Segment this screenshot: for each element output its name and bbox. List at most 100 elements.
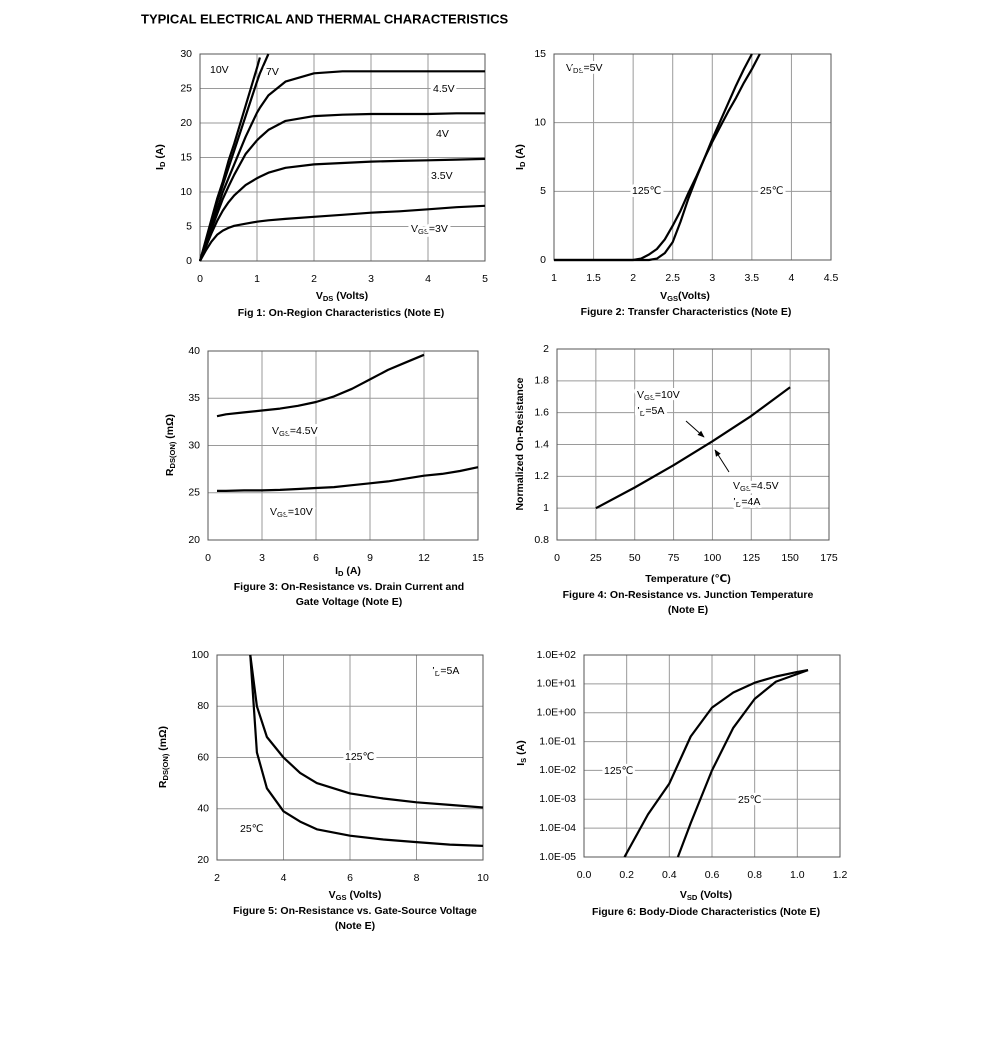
y-tick-label: 1.0E-02 (539, 764, 576, 776)
x-tick-label: 6 (313, 552, 319, 564)
y-tick-label: 20 (180, 117, 192, 129)
y-tick-label: 0.8 (534, 534, 549, 546)
y-axis-title: ID (A) (154, 144, 167, 170)
x-tick-label: 4 (281, 872, 287, 884)
text-part: 125℃ (604, 765, 633, 777)
text-part: 25℃ (240, 823, 263, 835)
y-tick-label: 5 (540, 185, 546, 197)
series-label: 25℃ (738, 794, 761, 806)
annotation: VGS=10V (637, 389, 680, 402)
caption: (Note E) (668, 604, 708, 616)
x-tick-label: 2 (214, 872, 220, 884)
y-tick-label: 30 (180, 48, 192, 60)
subscript: GS (740, 484, 751, 493)
text-part: V (270, 506, 277, 518)
text-part: I (514, 167, 526, 170)
subscript: S (519, 758, 528, 763)
subscript: GS (667, 294, 678, 303)
y-axis-title: IS (A) (515, 740, 528, 765)
x-tick-label: 4.5 (824, 272, 839, 284)
y-tick-label: 1.6 (534, 406, 549, 418)
text-part: V (272, 425, 279, 437)
x-tick-label: 75 (668, 552, 680, 564)
x-tick-label: 25 (590, 552, 602, 564)
x-tick-label: 3.5 (745, 272, 760, 284)
series-label: 125℃ (632, 185, 661, 197)
x-tick-label: 0 (554, 552, 560, 564)
text-part: 25℃ (760, 185, 783, 197)
y-tick-label: 10 (180, 186, 192, 198)
x-tick-label: 1 (254, 273, 260, 285)
text-part: (A) (515, 740, 527, 758)
y-tick-label: 15 (534, 48, 546, 60)
subscript: GS (279, 429, 290, 438)
x-tick-label: 1.5 (586, 272, 601, 284)
x-tick-label: 6 (347, 872, 353, 884)
curve (676, 669, 809, 858)
series-label: 125℃ (604, 765, 633, 777)
text-part: I (515, 763, 527, 766)
text-part: I (154, 167, 166, 170)
x-tick-label: 3 (259, 552, 265, 564)
text-part: Normalized On-Resistance (514, 377, 526, 510)
series-label: 10V (210, 64, 229, 76)
y-tick-label: 10 (534, 116, 546, 128)
curve (623, 669, 809, 858)
text-part: (Volts) (678, 290, 710, 302)
subscript: D (158, 161, 167, 167)
text-part: V (329, 889, 336, 901)
caption: Figure 3: On-Resistance vs. Drain Curren… (234, 581, 464, 593)
annotation: VGS=4.5V (733, 480, 779, 493)
text-part: =4.5V (751, 480, 779, 492)
text-part: =4.5V (290, 425, 318, 437)
x-tick-label: 2 (311, 273, 317, 285)
text-part: =5A (645, 405, 664, 417)
y-tick-label: 1.8 (534, 375, 549, 387)
text-part: 4V (436, 128, 449, 140)
subscript: D (518, 161, 527, 167)
text-part: (A) (514, 144, 526, 162)
y-tick-label: 5 (186, 220, 192, 232)
x-tick-label: 0.2 (619, 869, 634, 881)
x-axis-title: Temperature (℃) (645, 573, 730, 585)
x-tick-label: 175 (820, 552, 838, 564)
text-part: =10V (655, 389, 680, 401)
arrow (714, 449, 730, 473)
plot-frame (553, 53, 832, 261)
y-tick-label: 35 (188, 392, 200, 404)
curve (554, 53, 761, 262)
text-part: (mΩ) (164, 414, 176, 442)
x-axis-title: VGS(Volts) (660, 290, 710, 303)
series-label: VGS=4.5V (272, 425, 318, 438)
series-label: 25℃ (760, 185, 783, 197)
series-label: 4V (436, 128, 449, 140)
subscript: GS (277, 510, 288, 519)
text-part: 3.5V (431, 170, 453, 182)
x-tick-label: 8 (414, 872, 420, 884)
y-axis-title: RDS(ON) (mΩ) (157, 726, 170, 788)
y-tick-label: 1.0E+01 (537, 678, 577, 690)
text-part: V (566, 62, 573, 74)
text-part: I (335, 565, 338, 577)
y-tick-label: 1.0E-04 (539, 822, 576, 834)
x-tick-label: 9 (367, 552, 373, 564)
x-tick-label: 125 (743, 552, 761, 564)
x-tick-label: 12 (418, 552, 430, 564)
x-tick-label: 2 (630, 272, 636, 284)
y-tick-label: 100 (191, 649, 209, 661)
series-label: 25℃ (240, 823, 263, 835)
x-axis-title: VDS (Volts) (316, 290, 368, 303)
series-label: VGS=10V (270, 506, 313, 519)
x-tick-label: 2.5 (665, 272, 680, 284)
x-axis-title: ID (A) (335, 565, 361, 578)
subscript: GS (336, 893, 347, 902)
subscript: SD (687, 893, 698, 902)
text-part: =5A (440, 665, 459, 677)
x-tick-label: 1.2 (833, 869, 848, 881)
text-part: R (157, 780, 169, 788)
y-tick-label: 20 (197, 854, 209, 866)
curve (216, 353, 425, 418)
y-tick-label: 30 (188, 439, 200, 451)
annotation: VDS=5V (566, 62, 602, 75)
